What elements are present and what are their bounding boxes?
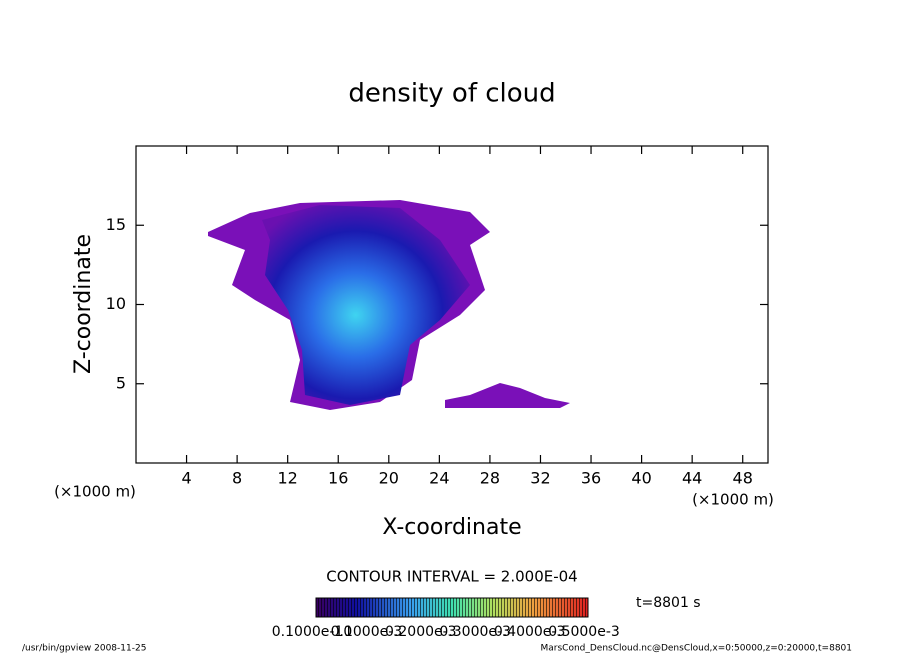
cloud-field bbox=[208, 200, 570, 410]
contour-interval: CONTOUR INTERVAL = 2.000E-04 bbox=[326, 568, 577, 586]
x-tick-label: 20 bbox=[379, 469, 399, 488]
x-tick-label: 48 bbox=[733, 469, 753, 488]
y-tick-label: 5 bbox=[116, 373, 126, 392]
time-label: t=8801 s bbox=[636, 595, 701, 611]
x-tick-label: 16 bbox=[328, 469, 348, 488]
colorbar-label: 0.1000e-10 bbox=[272, 624, 352, 640]
colorbar-label: 0.1000e-3 bbox=[331, 624, 403, 640]
y-axis-title: Z-coordinate bbox=[71, 234, 96, 374]
colorbar-label: 0.5000e-3 bbox=[548, 624, 620, 640]
colorbar-label: 0.3000e-3 bbox=[439, 624, 511, 640]
x-tick-label: 4 bbox=[181, 469, 191, 488]
x-tick-label: 40 bbox=[631, 469, 651, 488]
x-units-right: (×1000 m) bbox=[692, 491, 774, 509]
y-tick-label: 10 bbox=[106, 294, 126, 313]
footer-left: /usr/bin/gpview 2008-11-25 bbox=[22, 644, 146, 654]
x-tick-label: 8 bbox=[232, 469, 242, 488]
footer-right: MarsCond_DensCloud.nc@DensCloud,x=0:5000… bbox=[541, 644, 853, 654]
colorbar-lines bbox=[316, 598, 588, 617]
x-tick-label: 36 bbox=[581, 469, 601, 488]
x-tick-label: 12 bbox=[278, 469, 298, 488]
chart-title: density of cloud bbox=[348, 79, 555, 109]
x-tick-label: 24 bbox=[429, 469, 449, 488]
x-units-left: (×1000 m) bbox=[54, 483, 136, 501]
x-tick-label: 32 bbox=[530, 469, 550, 488]
colorbar-label: 0.4000e-3 bbox=[494, 624, 566, 640]
x-tick-label: 28 bbox=[480, 469, 500, 488]
y-tick-label: 15 bbox=[106, 215, 126, 234]
colorbar-label: 0.2000e-3 bbox=[385, 624, 457, 640]
x-axis-title: X-coordinate bbox=[382, 515, 521, 540]
x-tick-label: 44 bbox=[682, 469, 702, 488]
